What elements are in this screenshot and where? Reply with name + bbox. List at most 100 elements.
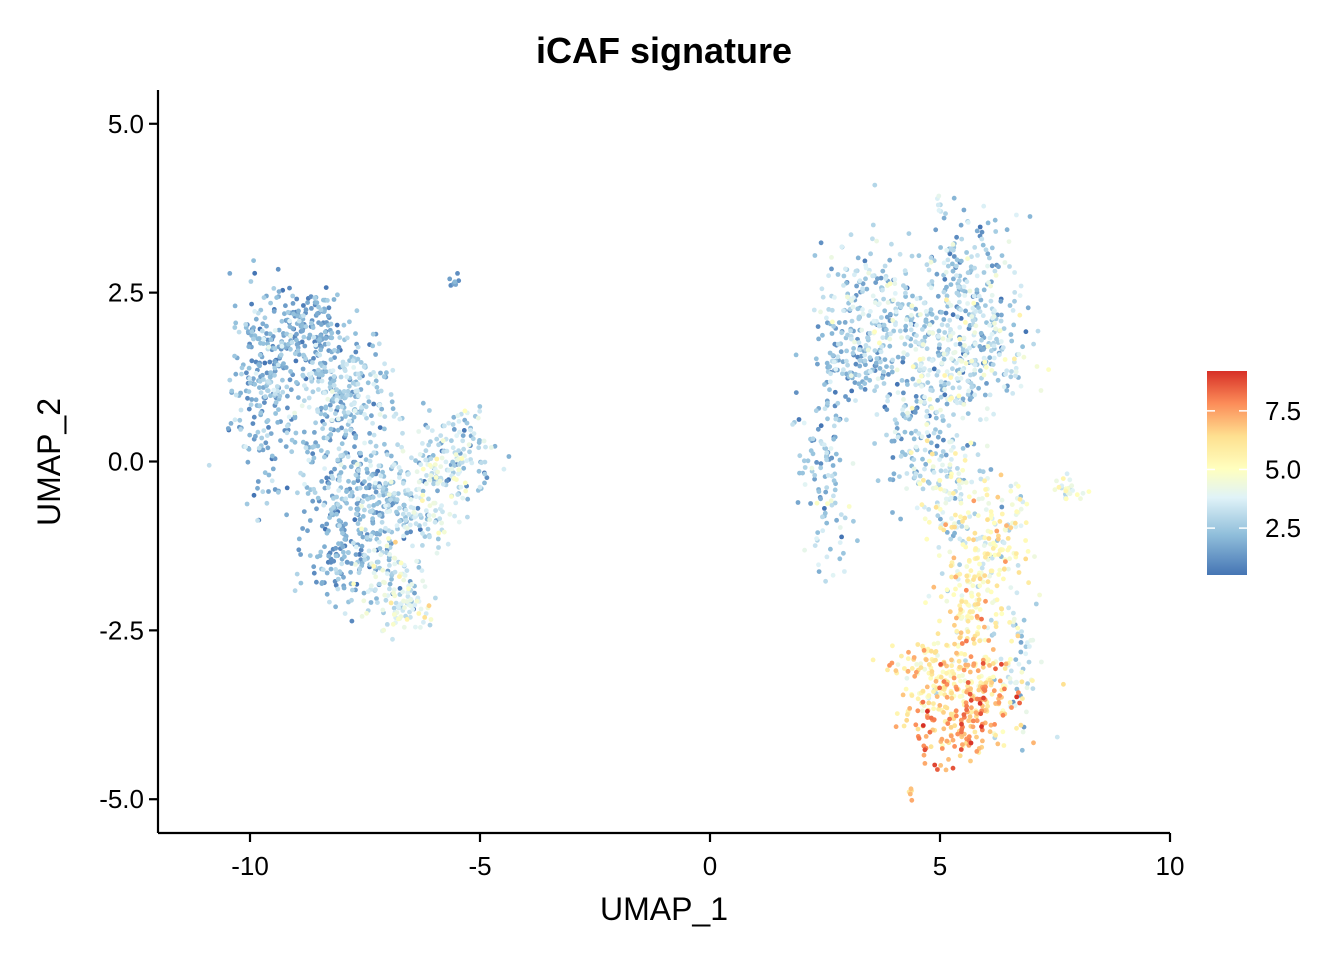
cell-point: [371, 563, 377, 569]
cell-point: [1027, 214, 1033, 219]
cell-point: [272, 365, 278, 371]
cell-point: [356, 393, 361, 399]
cell-point: [879, 375, 885, 381]
cell-point: [913, 722, 919, 728]
cell-point: [904, 675, 910, 681]
cell-point: [951, 671, 957, 677]
cell-point: [305, 300, 310, 305]
cell-point: [993, 612, 999, 617]
cell-point: [949, 356, 954, 362]
cell-point: [856, 372, 862, 378]
cell-point: [926, 700, 932, 706]
cell-point: [993, 666, 998, 672]
cell-point: [928, 259, 934, 265]
cell-point: [954, 273, 959, 278]
cell-point: [860, 286, 865, 291]
cell-point: [944, 297, 949, 303]
colorbar: [1207, 371, 1247, 575]
cell-point: [1011, 610, 1016, 616]
cell-point: [942, 392, 948, 398]
cell-point: [310, 325, 316, 330]
cell-point: [255, 479, 261, 484]
cell-point: [818, 309, 823, 315]
cell-point: [951, 254, 957, 259]
cell-point: [965, 220, 971, 225]
cell-point: [434, 456, 440, 462]
cell-point: [264, 370, 270, 376]
cell-point: [965, 510, 971, 515]
cell-point: [954, 650, 959, 656]
cell-point: [356, 468, 361, 473]
cell-point: [420, 531, 425, 536]
cell-point: [878, 349, 884, 355]
cell-point: [908, 450, 914, 455]
cell-point: [293, 430, 299, 436]
cell-point: [387, 552, 393, 557]
cell-point: [844, 348, 849, 354]
cell-point: [815, 361, 820, 367]
cell-point: [464, 420, 470, 426]
cell-point: [382, 592, 388, 598]
cell-point: [1046, 367, 1051, 372]
cell-point: [370, 494, 376, 500]
cell-point: [355, 356, 361, 362]
cell-point: [953, 713, 959, 719]
cell-point: [1018, 640, 1024, 645]
cell-point: [891, 297, 896, 303]
cell-point: [232, 417, 238, 423]
cell-point: [322, 466, 327, 471]
cell-point: [952, 641, 957, 647]
cell-point: [274, 295, 280, 300]
cell-point: [255, 310, 261, 316]
cell-point: [434, 550, 440, 556]
cell-point: [1019, 747, 1025, 753]
cell-point: [990, 546, 996, 551]
cell-point: [978, 368, 983, 374]
cell-point: [921, 648, 927, 653]
cell-point: [1007, 556, 1012, 562]
cell-point: [831, 323, 836, 329]
cell-point: [941, 437, 946, 443]
cell-point: [400, 480, 406, 486]
cell-point: [920, 723, 926, 728]
cell-point: [382, 414, 388, 419]
cell-point: [300, 373, 306, 379]
cell-point: [954, 628, 960, 634]
cell-point: [1013, 657, 1019, 662]
cell-point: [381, 627, 387, 633]
cell-point: [449, 438, 454, 444]
cell-point: [420, 498, 425, 503]
cell-point: [970, 724, 976, 730]
cell-point: [895, 354, 901, 360]
cell-point: [965, 411, 971, 416]
cell-point: [351, 540, 356, 546]
cell-point: [837, 457, 843, 463]
cell-point: [952, 744, 957, 749]
cell-point: [882, 308, 888, 314]
cell-point: [975, 452, 981, 458]
cell-point: [420, 466, 426, 472]
cell-point: [802, 547, 807, 553]
cell-point: [437, 516, 443, 522]
cell-point: [326, 341, 331, 347]
cell-point: [247, 380, 253, 386]
y-tick-label: 0.0: [108, 447, 144, 477]
cell-point: [383, 597, 389, 603]
cell-point: [303, 356, 308, 362]
cell-point: [318, 347, 324, 353]
cell-point: [451, 476, 457, 481]
cell-point: [960, 367, 965, 373]
cell-point: [246, 446, 252, 452]
cell-point: [265, 379, 271, 384]
cell-point: [830, 319, 835, 325]
cell-point: [1067, 477, 1073, 483]
cell-point: [311, 486, 317, 492]
cell-point: [962, 352, 968, 358]
cell-point: [948, 448, 954, 453]
cell-point: [988, 722, 994, 728]
cell-point: [790, 422, 795, 427]
cell-point: [831, 436, 837, 442]
cell-point: [233, 371, 239, 377]
cell-point: [954, 686, 960, 692]
cell-point: [287, 377, 293, 383]
